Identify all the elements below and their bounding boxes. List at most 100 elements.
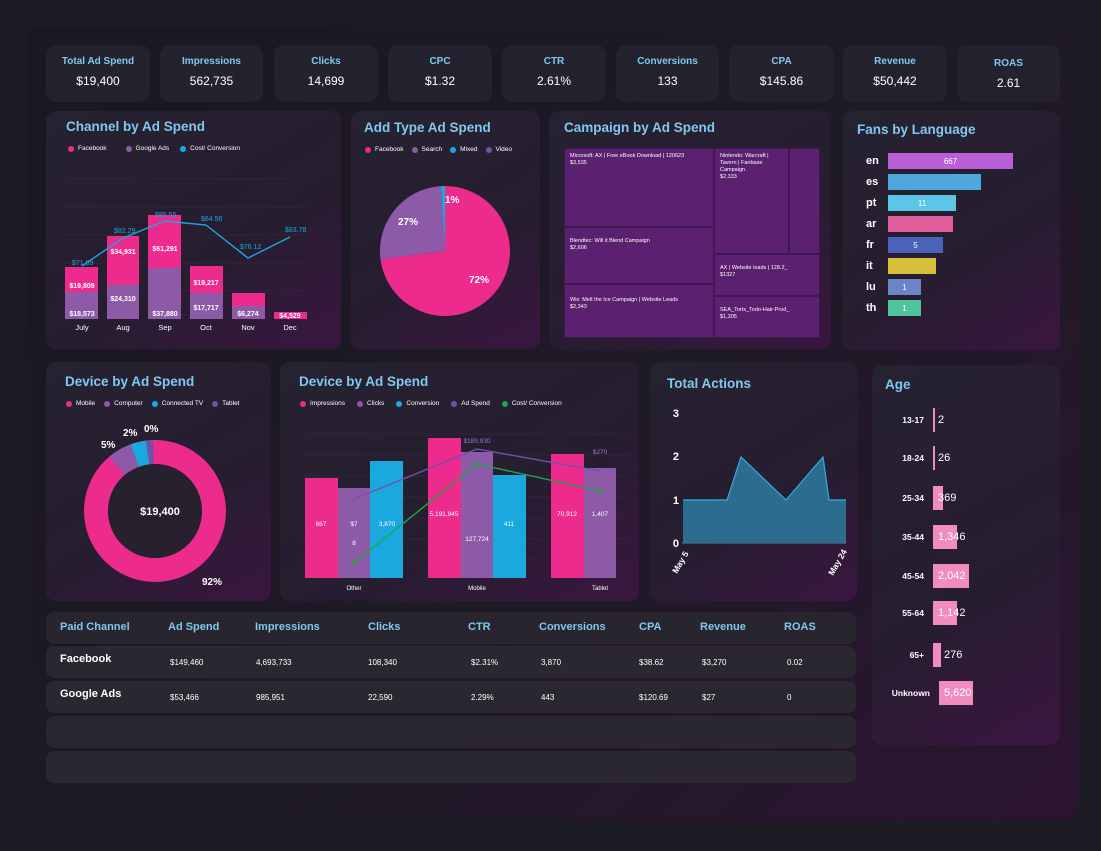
language-row[interactable]: es: [866, 174, 981, 190]
table-row[interactable]: Facebook $149,460 4,693,733 108,340 $2.3…: [46, 646, 856, 678]
bar-label: $6,274: [237, 311, 259, 318]
legend-item[interactable]: Cost/ Conversion: [501, 400, 562, 407]
table-cell: 108,340: [368, 658, 397, 667]
donut-segment-mobile: [84, 440, 226, 582]
table-header: Paid Channel Ad Spend Impressions Clicks…: [46, 612, 856, 644]
age-row[interactable]: 25-34 369: [872, 486, 956, 510]
channel-by-ad-spend-card: Channel by Ad Spend Facebook Google Ads …: [46, 111, 341, 349]
legend-item[interactable]: Facebook: [68, 145, 107, 152]
legend-item[interactable]: Ad Spend: [451, 400, 490, 407]
cost-per-conversion-line: [81, 220, 291, 267]
line-label: $84.56: [201, 216, 223, 223]
age-row[interactable]: Unknown 5,620: [872, 681, 973, 705]
language-row[interactable]: pt 11: [866, 195, 956, 211]
legend-item[interactable]: Connected TV: [151, 400, 203, 407]
age-value: 1,346: [938, 531, 966, 543]
age-row[interactable]: 55-64 1,142: [872, 601, 966, 625]
age-row[interactable]: 35-44 1,346: [872, 525, 966, 549]
language-bar: 11: [888, 195, 956, 211]
age-row[interactable]: 18-24 26: [872, 446, 950, 470]
kpi-conversions[interactable]: Conversions 133: [616, 45, 719, 102]
treemap-cell[interactable]: SEA_Tortx_Todo-Hair-Prod_ $1,305: [714, 296, 820, 338]
language-row[interactable]: lu 1: [866, 279, 921, 295]
bar-conversion-other: [370, 461, 403, 578]
donut-segment-connected-tv: [130, 440, 150, 467]
treemap-cell[interactable]: Wix: Melt the Ice Campaign | Website Lea…: [564, 284, 714, 338]
age-row[interactable]: 13-17 2: [872, 408, 944, 432]
kpi-cpa[interactable]: CPA $145.86: [729, 45, 834, 102]
table-cell: $27: [702, 693, 716, 702]
language-bar: 5: [888, 237, 943, 253]
kpi-cpc[interactable]: CPC $1.32: [388, 45, 492, 102]
column-header[interactable]: Impressions: [255, 621, 320, 633]
column-header[interactable]: ROAS: [784, 621, 816, 633]
bar-facebook-aug: [107, 236, 139, 285]
device-bars-chart: 667 $7 3,870 8 5,191,945 127,724 411 70,…: [300, 433, 630, 592]
table-cell: 22,590: [368, 693, 393, 702]
table-row-empty[interactable]: [46, 751, 856, 783]
legend-item[interactable]: Mobile: [66, 400, 95, 407]
line-label: $76.12: [240, 244, 262, 251]
table-cell: 443: [541, 693, 555, 702]
column-header[interactable]: CPA: [639, 621, 662, 633]
bar-googleads-nov: [232, 306, 265, 319]
legend-item[interactable]: Impressions: [300, 400, 345, 407]
legend-item[interactable]: Video: [485, 146, 512, 153]
kpi-impressions[interactable]: Impressions 562,735: [160, 45, 263, 102]
column-header[interactable]: Clicks: [368, 621, 401, 633]
column-header[interactable]: Ad Spend: [168, 621, 220, 633]
x-tick: Oct: [200, 323, 213, 332]
language-row[interactable]: ar: [866, 216, 953, 232]
line-label: $82.29: [114, 228, 136, 235]
table-cell: $2.31%: [471, 658, 499, 667]
language-row[interactable]: en 667: [866, 153, 1013, 169]
age-row[interactable]: 65+ 276: [872, 643, 962, 667]
kpi-revenue[interactable]: Revenue $50,442: [843, 45, 947, 102]
bar-label: 5,191,945: [430, 511, 459, 518]
table-row-empty[interactable]: [46, 716, 856, 748]
legend-item[interactable]: Search: [411, 146, 442, 153]
ad-type-pie: 72% 27% 1%: [380, 185, 511, 316]
age-row[interactable]: 45-54 2,042: [872, 564, 969, 588]
treemap-cell[interactable]: Blendtec: Will it Blend Campaign $2,606: [564, 227, 714, 284]
line-label: $270: [593, 449, 608, 456]
campaign-by-ad-spend-card: Campaign by Ad Spend Microsoft: AX | Fre…: [549, 111, 831, 349]
treemap-cell[interactable]: Microsoft: AX | Free eBook Download | 12…: [564, 148, 714, 227]
column-header[interactable]: CTR: [468, 621, 491, 633]
bar-label: 1,407: [592, 511, 609, 518]
bar-label: $17,717: [193, 305, 218, 312]
language-row[interactable]: fr 5: [866, 237, 943, 253]
legend-item[interactable]: Tablet: [212, 400, 240, 407]
column-header[interactable]: Paid Channel: [60, 621, 130, 633]
channel-chart: $71.89 $82.29 $85.55 $84.56 $76.12 $83.7…: [61, 178, 308, 332]
legend-item[interactable]: Conversion: [396, 400, 439, 407]
line-label: $71.89: [72, 260, 94, 267]
legend-item[interactable]: Facebook: [365, 146, 404, 153]
language-row[interactable]: th 1: [866, 300, 921, 316]
age-value: 2,042: [938, 570, 966, 582]
kpi-total-ad-spend[interactable]: Total Ad Spend $19,400: [46, 45, 150, 102]
donut-segment-tablet: [145, 440, 155, 465]
kpi-roas[interactable]: ROAS 2.61: [957, 45, 1060, 102]
treemap-cell[interactable]: Nintendo: Warcraft | Tavern | Fanbase Ca…: [714, 148, 789, 254]
kpi-clicks[interactable]: Clicks 14,699: [274, 45, 378, 102]
language-row[interactable]: it: [866, 258, 936, 274]
bar-label: 667: [316, 521, 327, 528]
kpi-label: CPA: [771, 56, 792, 67]
language-bar: 1: [888, 279, 921, 295]
legend-item[interactable]: Cost/ Conversion: [180, 145, 240, 152]
kpi-ctr[interactable]: CTR 2.61%: [502, 45, 606, 102]
bar-googleads-aug: [107, 285, 139, 319]
column-header[interactable]: Revenue: [700, 621, 746, 633]
bar-conversion-mobile: [493, 475, 526, 578]
bar-label: $24,310: [110, 296, 135, 303]
legend-item[interactable]: Clicks: [357, 400, 384, 407]
table-row[interactable]: Google Ads $53,466 985,951 22,590 2.29% …: [46, 681, 856, 713]
legend-item[interactable]: Mixed: [450, 146, 478, 153]
treemap-cell[interactable]: AX | Website leads | 128.2_ $1327: [714, 254, 820, 296]
legend-item[interactable]: Google Ads: [125, 145, 169, 152]
column-header[interactable]: Conversions: [539, 621, 606, 633]
treemap-cell[interactable]: [789, 148, 820, 254]
age-card: Age 13-17 2 18-24 26 25-34 369 35-44 1,346 4…: [872, 365, 1060, 745]
legend-item[interactable]: Computer: [104, 400, 143, 407]
